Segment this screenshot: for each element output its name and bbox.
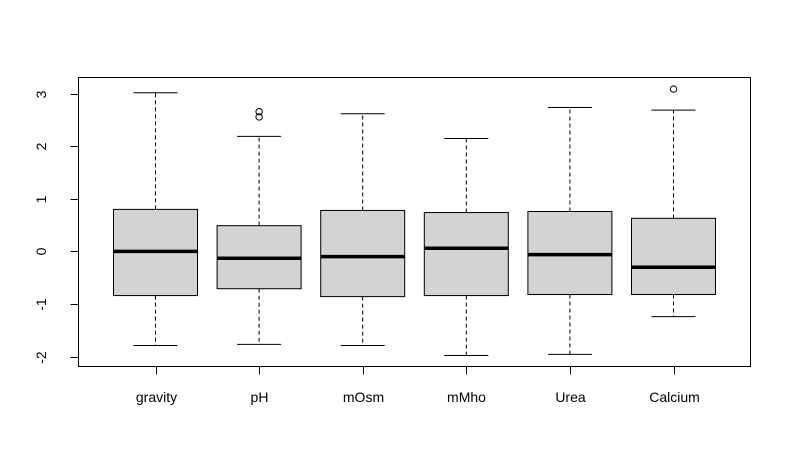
x-category-label-Urea: Urea bbox=[555, 389, 586, 405]
y-tick-label: -1 bbox=[33, 298, 49, 311]
box-mOsm bbox=[320, 209, 406, 298]
x-category-label-pH: pH bbox=[251, 389, 269, 405]
y-tick-label: 3 bbox=[33, 90, 49, 98]
box-mMho bbox=[423, 212, 509, 297]
outlier-point-pH bbox=[255, 113, 263, 121]
x-category-label-gravity: gravity bbox=[136, 389, 177, 405]
y-tick-label: -2 bbox=[33, 351, 49, 364]
y-tick-label: 1 bbox=[33, 195, 49, 203]
y-tick-label: 2 bbox=[33, 142, 49, 150]
plot-frame bbox=[78, 77, 751, 367]
x-category-label-mOsm: mOsm bbox=[343, 389, 384, 405]
outlier-point-pH bbox=[255, 107, 263, 116]
outlier-point-Calcium bbox=[669, 85, 678, 93]
x-category-label-Calcium: Calcium bbox=[649, 389, 700, 405]
box-Calcium bbox=[631, 217, 716, 296]
y-tick-label: 0 bbox=[33, 247, 49, 255]
x-category-label-mMho: mMho bbox=[447, 389, 486, 405]
